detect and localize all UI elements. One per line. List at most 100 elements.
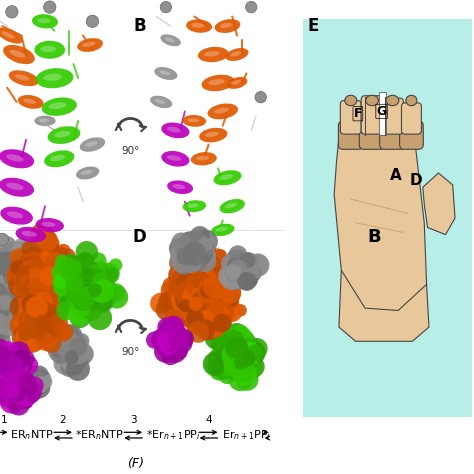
Circle shape bbox=[76, 252, 94, 270]
Ellipse shape bbox=[167, 127, 181, 132]
Ellipse shape bbox=[7, 211, 23, 218]
Circle shape bbox=[81, 269, 93, 281]
Circle shape bbox=[169, 326, 187, 344]
Circle shape bbox=[0, 301, 5, 316]
Circle shape bbox=[12, 247, 32, 267]
Circle shape bbox=[18, 324, 36, 343]
Circle shape bbox=[203, 287, 227, 310]
Circle shape bbox=[0, 283, 6, 299]
Circle shape bbox=[63, 346, 76, 360]
Circle shape bbox=[216, 347, 237, 368]
Circle shape bbox=[9, 356, 24, 371]
Circle shape bbox=[89, 280, 111, 302]
Circle shape bbox=[39, 316, 63, 339]
Circle shape bbox=[209, 360, 230, 381]
Circle shape bbox=[10, 244, 23, 256]
Circle shape bbox=[222, 273, 235, 285]
Circle shape bbox=[0, 293, 5, 310]
Circle shape bbox=[36, 264, 53, 281]
Circle shape bbox=[24, 292, 36, 305]
Circle shape bbox=[12, 349, 31, 368]
Circle shape bbox=[234, 347, 252, 365]
Circle shape bbox=[204, 290, 224, 310]
Circle shape bbox=[73, 275, 91, 292]
Circle shape bbox=[86, 267, 105, 285]
Circle shape bbox=[185, 318, 199, 332]
Circle shape bbox=[0, 350, 9, 363]
Circle shape bbox=[25, 267, 49, 292]
FancyBboxPatch shape bbox=[340, 100, 361, 134]
Circle shape bbox=[182, 242, 207, 266]
Circle shape bbox=[32, 310, 56, 335]
Circle shape bbox=[24, 379, 38, 392]
Circle shape bbox=[228, 245, 247, 264]
Circle shape bbox=[65, 350, 86, 370]
Circle shape bbox=[64, 350, 78, 364]
Ellipse shape bbox=[0, 27, 23, 44]
Ellipse shape bbox=[40, 46, 56, 52]
Circle shape bbox=[230, 337, 245, 351]
Circle shape bbox=[20, 310, 34, 324]
Circle shape bbox=[29, 273, 43, 287]
Circle shape bbox=[44, 235, 59, 251]
Circle shape bbox=[246, 1, 257, 13]
Circle shape bbox=[236, 252, 259, 276]
Circle shape bbox=[157, 333, 174, 350]
Circle shape bbox=[17, 264, 37, 284]
Circle shape bbox=[34, 324, 52, 343]
Circle shape bbox=[15, 385, 30, 401]
Circle shape bbox=[89, 268, 102, 282]
Circle shape bbox=[235, 256, 251, 272]
Circle shape bbox=[172, 259, 193, 280]
Circle shape bbox=[213, 346, 233, 365]
Ellipse shape bbox=[406, 95, 417, 106]
Circle shape bbox=[206, 255, 219, 269]
Circle shape bbox=[48, 264, 61, 277]
Circle shape bbox=[159, 329, 176, 346]
Circle shape bbox=[182, 284, 206, 308]
Circle shape bbox=[90, 296, 107, 313]
Circle shape bbox=[79, 267, 100, 288]
Circle shape bbox=[182, 241, 201, 260]
Circle shape bbox=[188, 287, 200, 300]
Circle shape bbox=[60, 292, 80, 312]
Circle shape bbox=[32, 287, 56, 311]
Circle shape bbox=[62, 283, 81, 302]
Circle shape bbox=[82, 295, 98, 310]
Circle shape bbox=[193, 303, 206, 316]
Circle shape bbox=[221, 255, 239, 273]
Circle shape bbox=[73, 267, 93, 288]
Circle shape bbox=[187, 253, 203, 269]
Circle shape bbox=[24, 276, 48, 301]
Circle shape bbox=[10, 241, 27, 258]
Circle shape bbox=[175, 242, 195, 261]
Circle shape bbox=[39, 266, 59, 286]
Circle shape bbox=[8, 264, 31, 286]
Circle shape bbox=[208, 274, 232, 299]
Circle shape bbox=[0, 365, 4, 380]
Circle shape bbox=[191, 273, 212, 294]
Circle shape bbox=[9, 341, 30, 362]
Circle shape bbox=[173, 278, 186, 292]
Circle shape bbox=[228, 355, 247, 374]
Circle shape bbox=[188, 240, 209, 261]
Circle shape bbox=[60, 350, 81, 371]
Circle shape bbox=[194, 303, 215, 324]
Circle shape bbox=[11, 264, 27, 280]
Circle shape bbox=[239, 358, 261, 381]
Circle shape bbox=[37, 296, 54, 313]
Circle shape bbox=[199, 237, 214, 252]
Circle shape bbox=[187, 244, 202, 259]
Circle shape bbox=[204, 312, 216, 323]
Circle shape bbox=[35, 308, 58, 331]
Circle shape bbox=[186, 246, 204, 264]
Circle shape bbox=[16, 320, 39, 343]
Circle shape bbox=[178, 292, 200, 314]
Text: 1: 1 bbox=[0, 415, 7, 425]
Circle shape bbox=[168, 328, 189, 350]
Circle shape bbox=[67, 292, 86, 311]
Circle shape bbox=[74, 264, 95, 285]
Circle shape bbox=[9, 379, 31, 401]
FancyBboxPatch shape bbox=[338, 121, 363, 149]
Circle shape bbox=[21, 383, 35, 397]
